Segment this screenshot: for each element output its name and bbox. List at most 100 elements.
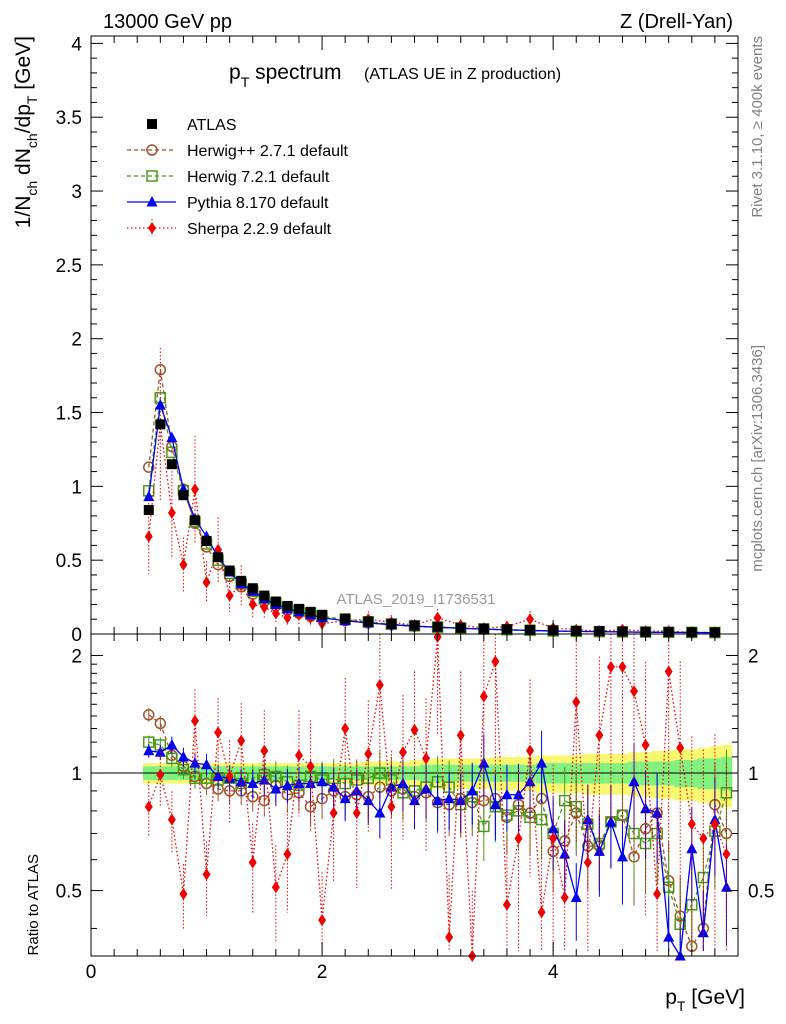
watermark: ATLAS_2019_I1736531 <box>336 591 495 608</box>
spectrum-point <box>317 609 328 620</box>
spectrum-point <box>154 363 167 376</box>
ratio-point <box>605 815 617 827</box>
ratio-point <box>260 744 269 757</box>
ratio-y-tick-label-left: 0.5 <box>56 882 82 903</box>
ratio-point <box>572 696 581 709</box>
ratio-point <box>283 848 292 861</box>
spectrum-point <box>143 504 154 515</box>
spectrum-point <box>213 552 224 563</box>
ratio-point <box>374 767 386 779</box>
ratio-ylabel: Ratio to ATLAS <box>25 854 42 955</box>
legend-label: Herwig 7.2.1 default <box>187 169 330 186</box>
ratio-point <box>674 950 686 961</box>
ratio-point <box>663 931 675 942</box>
spectrum-point <box>432 621 443 632</box>
ratio-point <box>387 800 396 813</box>
ratio-point <box>202 868 211 881</box>
ratio-point <box>316 775 328 787</box>
ratio-point <box>501 788 513 800</box>
spectrum-point <box>178 490 189 501</box>
spectrum-point <box>259 590 270 601</box>
band-inner-bin <box>697 758 710 790</box>
title-main: p <box>229 61 241 84</box>
band-inner-bin <box>686 759 698 788</box>
x-tick-label: 2 <box>317 962 328 983</box>
ratio-point <box>410 723 419 736</box>
spectrum-point <box>248 598 257 611</box>
ratio-point <box>583 856 592 869</box>
spectrum-point <box>386 618 397 629</box>
side-text-bottom: mcplots.cern.ch [arXiv:1306.3436] <box>749 345 766 572</box>
ratio-point <box>143 709 155 721</box>
ratio-point <box>443 792 455 804</box>
ratio-point <box>537 906 546 919</box>
spectrum-point <box>305 606 316 617</box>
spectrum-point <box>270 596 281 607</box>
title-sub: T <box>241 74 250 90</box>
legend-marker <box>148 222 156 234</box>
ratio-series-2 <box>143 730 732 961</box>
ratio-ticks: 0.5 0.5 1 1 2 2 0 2 4 <box>56 634 774 983</box>
spectrum-point <box>340 613 351 624</box>
ratio-point <box>375 679 384 692</box>
ratio-point <box>422 752 431 765</box>
x-tick-label: 4 <box>548 962 559 983</box>
spectrum-title-note: (ATLAS UE in Z production) <box>364 66 561 83</box>
y-tick-label: 2.5 <box>56 256 82 277</box>
ratio-point <box>374 807 386 818</box>
ratio-point <box>143 744 155 756</box>
spectrum-ylabel: 1/Nch dNch/dpT [GeV] <box>12 36 40 228</box>
ratio-point <box>710 818 719 831</box>
ratio-point <box>641 738 650 751</box>
legend-marker <box>147 119 157 129</box>
ratio-point <box>341 722 350 735</box>
spectrum-line <box>148 424 715 634</box>
ratio-point <box>237 734 246 747</box>
spectrum-point <box>283 611 292 624</box>
ylabel-part: /dp <box>12 104 35 133</box>
ratio-point <box>364 747 373 760</box>
ratio-point <box>420 783 432 794</box>
ratio-marks <box>91 631 738 962</box>
spectrum-point <box>167 506 176 519</box>
ratio-point <box>466 784 478 796</box>
ratio-point <box>281 779 293 790</box>
ratio-point <box>156 768 165 781</box>
ratio-series-3 <box>144 631 731 962</box>
ratio-point <box>318 914 327 927</box>
ratio-point <box>514 832 523 845</box>
ratio-point <box>653 888 662 901</box>
ratio-point <box>686 842 698 854</box>
y-tick-label: 4 <box>71 34 82 55</box>
ratio-y-tick-label-left: 2 <box>71 646 82 667</box>
ratio-point <box>651 807 663 818</box>
ratio-point <box>456 729 465 742</box>
ratio-point <box>247 777 259 789</box>
legend-marker <box>146 196 158 207</box>
y-tick-label: 0 <box>71 625 82 646</box>
ratio-point <box>214 726 223 739</box>
header-left: 13000 GeV pp <box>103 11 232 33</box>
spectrum-point <box>155 419 166 430</box>
ratio-y-tick-label-right: 1 <box>748 764 759 785</box>
spectrum-point <box>166 446 178 459</box>
ratio-point <box>616 850 628 862</box>
ratio-point <box>144 800 153 813</box>
ratio-point <box>225 770 234 783</box>
ratio-point <box>189 757 201 768</box>
ratio-point <box>167 813 176 826</box>
ratio-point <box>271 881 280 894</box>
title-rest: spectrum <box>249 61 341 84</box>
ratio-point <box>502 898 511 911</box>
legend-label: Sherpa 2.2.9 default <box>187 221 332 238</box>
legend-marker <box>146 170 158 182</box>
spectrum-point <box>166 459 177 470</box>
ratio-point <box>676 741 685 754</box>
legend: ATLAS Herwig++ 2.7.1 default Herwig 7.2.1 … <box>127 117 349 238</box>
ratio-point <box>201 758 213 770</box>
ratio-point <box>306 760 315 773</box>
y-tick-label: 0.5 <box>56 551 82 572</box>
ylabel-part: dN <box>12 148 35 181</box>
ylabel-part: T <box>24 95 40 104</box>
